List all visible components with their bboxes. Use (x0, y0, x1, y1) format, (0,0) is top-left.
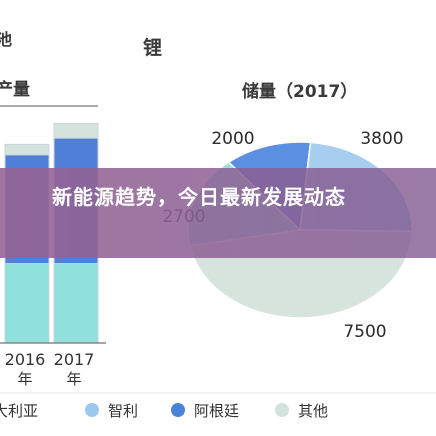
legend-swatch-3 (275, 403, 289, 417)
pie-label-2: 7500 (343, 322, 386, 342)
legend-label-2: 阿根廷 (194, 402, 239, 420)
legend-label-0: 澳大利亚 (0, 402, 38, 420)
headline-banner (0, 168, 436, 258)
bar-xlabel-unit-1: 年 (66, 370, 81, 388)
legend-swatch-1 (85, 403, 99, 417)
bar-2016-australia (4, 263, 50, 344)
legend: 澳大利亚 智利 阿根廷 其他 (0, 402, 328, 420)
bar-xlabel-unit-0: 年 (17, 370, 32, 388)
bar-title: 产量 (0, 79, 30, 100)
legend-swatch-2 (171, 403, 185, 417)
pie-title: 锂 (143, 36, 162, 59)
bar-2017-australia (53, 263, 99, 344)
bar-2016-other (4, 143, 50, 156)
bar-title-top: 池 (0, 30, 12, 49)
legend-label-3: 其他 (298, 402, 328, 420)
bar-xlabel-year-1: 2017 (54, 350, 95, 369)
legend-label-1: 智利 (108, 402, 138, 420)
headline-text: 新能源趋势，今日最新发展动态 (52, 185, 346, 209)
pie-label-0: 2000 (211, 129, 254, 149)
bar-2017-other (53, 122, 99, 139)
pie-subtitle: 储量（2017） (242, 81, 357, 102)
bar-xlabel-year-0: 2016 (5, 350, 46, 369)
pie-label-1: 3800 (360, 129, 403, 149)
